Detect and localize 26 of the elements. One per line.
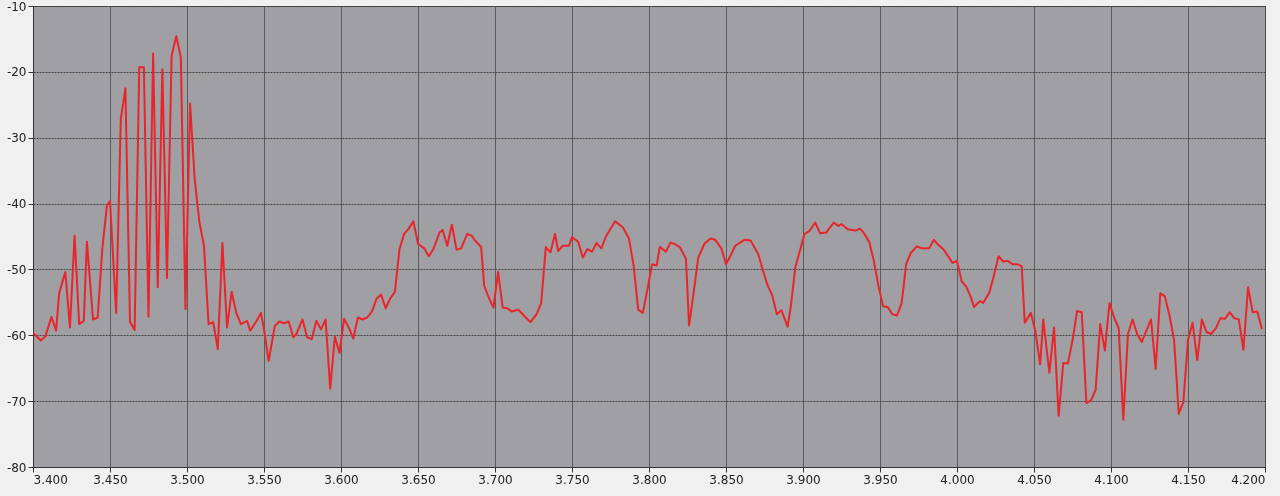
- y-tick-label: -50: [6, 262, 27, 277]
- x-tick-label: 3.850: [709, 472, 744, 487]
- x-tick-label: 3.400: [33, 472, 68, 487]
- x-tick-label: 4.100: [1094, 472, 1129, 487]
- x-tick-label: 3.800: [632, 472, 667, 487]
- y-tick-label: -30: [6, 131, 27, 146]
- y-tick-label: -10: [6, 0, 27, 14]
- y-tick-label: -20: [6, 65, 27, 80]
- y-tick-label: -80: [6, 460, 27, 475]
- x-tick-label: 4.000: [940, 472, 975, 487]
- y-tick-label: -70: [6, 394, 27, 409]
- x-tick-label: 3.600: [324, 472, 359, 487]
- x-tick-label: 3.950: [863, 472, 898, 487]
- x-tick-label: 4.150: [1171, 472, 1206, 487]
- x-tick-label: 3.650: [401, 472, 436, 487]
- x-tick-label: 3.900: [786, 472, 821, 487]
- x-tick-label: 3.750: [555, 472, 590, 487]
- y-tick-label: -40: [6, 197, 27, 212]
- x-tick-label: 4.050: [1017, 472, 1052, 487]
- y-tick-label: -60: [6, 328, 27, 343]
- x-tick-label: 3.450: [93, 472, 128, 487]
- x-tick-label: 3.500: [170, 472, 205, 487]
- x-tick-label: 3.700: [478, 472, 513, 487]
- x-tick-label: 4.200: [1231, 472, 1266, 487]
- line-series: [33, 35, 1263, 421]
- x-tick-label: 3.550: [247, 472, 282, 487]
